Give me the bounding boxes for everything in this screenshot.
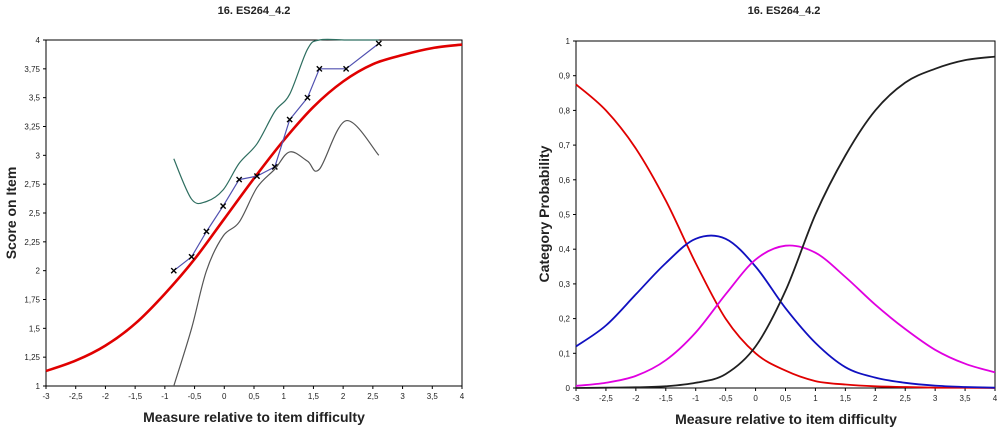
x-tick-label: 4 [993,394,998,403]
x-tick-label: -2,5 [69,392,83,401]
y-tick-label: 4 [36,36,41,45]
x-axis-label: Measure relative to item difficulty [675,411,897,427]
chart-title: 16. ES264_4.2 [748,5,821,17]
y-axis-label: Score on Item [3,167,19,260]
y-tick-label: 0,6 [559,176,571,185]
series-line-category-4 [575,55,996,389]
y-tick-label: 0,7 [559,141,571,150]
x-tick-label: 0,5 [780,394,792,403]
y-tick-label: 1,5 [29,324,41,333]
data-point-marker [271,163,278,170]
data-point-marker [236,176,243,183]
plot-area [45,39,463,387]
x-tick-label: 1,5 [840,394,852,403]
x-tick-label: 1 [281,392,286,401]
x-tick-label: 2,5 [367,392,379,401]
chart-title: 16. ES264_4.2 [218,5,291,17]
y-tick-label: 2,75 [24,180,40,189]
series-line-observed-scores [173,43,380,272]
data-point-marker [304,94,311,101]
series-line-category-3 [575,244,996,387]
y-tick-label: 3,75 [24,65,40,74]
x-tick-label: 2 [873,394,878,403]
y-tick-label: 2,25 [24,238,40,247]
data-point-marker [253,172,261,180]
series-line-category-1 [575,83,996,389]
x-tick-label: -3 [572,394,580,403]
y-tick-label: 0,3 [559,280,571,289]
x-tick-label: -0,5 [719,394,733,403]
x-tick-label: 3,5 [427,392,439,401]
x-tick-label: -1 [692,394,700,403]
y-tick-label: 0,5 [559,211,571,220]
x-tick-label: 0 [222,392,227,401]
category-probability-chart: 16. ES264_4.2 -3 -2,5 -2 -1,5 -1 -0,5 0 0,5 1 1,5… [536,5,998,427]
x-tick-label: 0 [753,394,758,403]
x-tick-label: 2,5 [900,394,912,403]
y-tick-label: 1,25 [24,353,40,362]
x-tick-label: 3 [933,394,938,403]
x-tick-label: -3 [42,392,50,401]
data-point-marker [375,40,382,47]
score-on-item-chart: 16. ES264_4.2 -3 -2,5 -2 -1,5 -1 -0,5 0 0,5 1 1,5… [3,5,465,425]
data-point-marker [286,116,293,123]
y-tick-label: 1,75 [24,296,40,305]
plot-area [575,40,996,389]
y-tick-label: 1 [566,37,571,46]
y-tick-label: 3 [36,151,41,160]
x-tick-label: -1,5 [659,394,673,403]
x-tick-label: -0,5 [188,392,202,401]
series-line-category-2 [575,234,996,389]
data-point-marker [220,202,227,210]
y-tick-label: 0 [566,384,571,393]
x-tick-label: 3,5 [960,394,972,403]
x-tick-label: 1 [813,394,818,403]
series-line-expected-score-model [45,43,463,373]
x-tick-label: -1,5 [128,392,142,401]
series-line-lower-confidence-band [173,120,380,387]
x-tick-label: -1 [161,392,169,401]
data-point-marker [188,253,195,260]
x-tick-label: 2 [341,392,346,401]
x-tick-label: -2 [632,394,640,403]
y-tick-label: 0,4 [559,245,571,254]
x-tick-label: 1,5 [308,392,320,401]
data-point-marker [343,65,350,72]
data-point-marker [170,267,177,274]
x-tick-label: 0,5 [248,392,260,401]
y-tick-label: 3,5 [29,94,41,103]
y-tick-label: 3,25 [24,123,40,132]
y-tick-label: 0,1 [559,349,571,358]
y-tick-label: 2 [36,267,41,276]
y-tick-label: 0,2 [559,315,571,324]
series-line-upper-confidence-band [173,38,379,205]
y-axis-label: Category Probability [536,145,552,282]
y-tick-label: 2,5 [29,209,41,218]
x-tick-label: 3 [400,392,405,401]
data-point-marker [203,228,210,235]
y-tick-label: 1 [36,382,41,391]
y-tick-label: 0,9 [559,72,571,81]
x-tick-label: -2 [102,392,110,401]
x-tick-label: -2,5 [599,394,613,403]
y-tick-label: 0,8 [559,106,571,115]
x-tick-label: 4 [460,392,465,401]
data-point-marker [316,65,323,72]
x-axis-label: Measure relative to item difficulty [143,409,365,425]
